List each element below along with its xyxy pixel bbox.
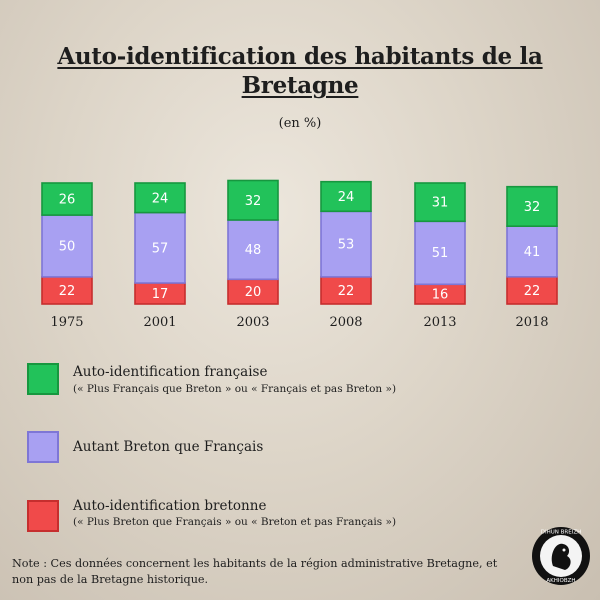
logo-bottom-text: AKHIOBZH: [546, 578, 575, 584]
bar-label-2001-1: 57: [152, 241, 169, 256]
bar-label-2018-1: 41: [524, 245, 541, 260]
x-tick-label-2013: 2013: [423, 315, 456, 330]
bar-label-2003-2: 32: [245, 194, 262, 209]
x-tick-label-2003: 2003: [236, 315, 269, 330]
bar-label-1975-0: 22: [59, 284, 76, 299]
legend-sub-breton: (« Plus Breton que Français » ou « Breto…: [73, 516, 397, 528]
bar-label-2013-2: 31: [432, 196, 449, 211]
legend-swatch-both: [27, 431, 59, 463]
legend-swatch-breton: [27, 500, 59, 532]
bar-segment-2018-0: [506, 275, 558, 305]
legend-label-both: Autant Breton que Français: [73, 439, 264, 455]
legend-label-breton: Auto-identification bretonne: [73, 498, 267, 514]
x-tick-label-2018: 2018: [515, 315, 548, 330]
bar-label-2003-1: 48: [245, 243, 262, 258]
dihun-breizh-logo: DIHUN BREIZH AKHIOBZH: [532, 527, 590, 585]
bar-label-2008-2: 24: [338, 190, 355, 205]
bar-label-2013-1: 51: [432, 246, 449, 261]
bar-label-2008-0: 22: [338, 284, 355, 299]
bar-segment-2008-2: [320, 180, 372, 213]
bar-segment-2001-2: [134, 182, 186, 214]
bar-segment-1975-0: [41, 275, 93, 305]
bar-segment-1975-2: [41, 182, 93, 216]
bar-label-1975-1: 50: [59, 240, 76, 255]
x-tick-label-2001: 2001: [143, 315, 176, 330]
page-title: Auto-identification des habitants de la …: [57, 43, 543, 99]
bar-label-2001-2: 24: [152, 191, 169, 206]
bar-segment-2018-1: [506, 225, 558, 278]
bar-label-2018-0: 22: [524, 284, 541, 299]
bar-segment-2003-2: [227, 179, 279, 221]
bar-segment-1975-1: [41, 214, 93, 278]
x-tick-label-1975: 1975: [50, 315, 83, 330]
bar-label-2003-0: 20: [245, 285, 262, 300]
page-subtitle: (en %): [278, 116, 322, 131]
bar-segment-2013-1: [414, 220, 466, 286]
bar-segment-2013-2: [414, 182, 466, 223]
bar-segment-2001-1: [134, 211, 186, 284]
bar-group-1975: 22 50 26 1975: [41, 182, 93, 330]
stacked-bar-chart: 22 50 26 1975 17 57 24 2001 20 48 32 2003 22 53 24 2008…: [41, 179, 558, 330]
bar-label-1975-2: 26: [59, 193, 76, 208]
logo-top-text: DIHUN BREIZH: [541, 530, 581, 536]
bar-group-2013: 16 51 31 2013: [414, 182, 466, 330]
bar-segment-2003-0: [227, 278, 279, 305]
legend-swatch-french: [27, 363, 59, 395]
footnote: Note : Ces données concernent les habita…: [12, 557, 498, 586]
legend-sub-french: (« Plus Français que Breton » ou « Franç…: [73, 383, 397, 395]
bar-group-2018: 22 41 32 2018: [506, 185, 558, 330]
bar-group-2008: 22 53 24 2008: [320, 180, 372, 330]
bar-group-2001: 17 57 24 2001: [134, 182, 186, 330]
bar-label-2001-0: 17: [152, 287, 169, 302]
bar-segment-2003-1: [227, 219, 279, 281]
bar-label-2018-2: 32: [524, 200, 541, 215]
legend-label-french: Auto-identification française: [73, 364, 268, 380]
bar-label-2013-0: 16: [432, 288, 449, 303]
bar-segment-2008-0: [320, 275, 372, 305]
x-tick-label-2008: 2008: [329, 315, 362, 330]
bar-group-2003: 20 48 32 2003: [227, 179, 279, 330]
bar-segment-2018-2: [506, 185, 558, 227]
bar-label-2008-1: 53: [338, 238, 355, 253]
